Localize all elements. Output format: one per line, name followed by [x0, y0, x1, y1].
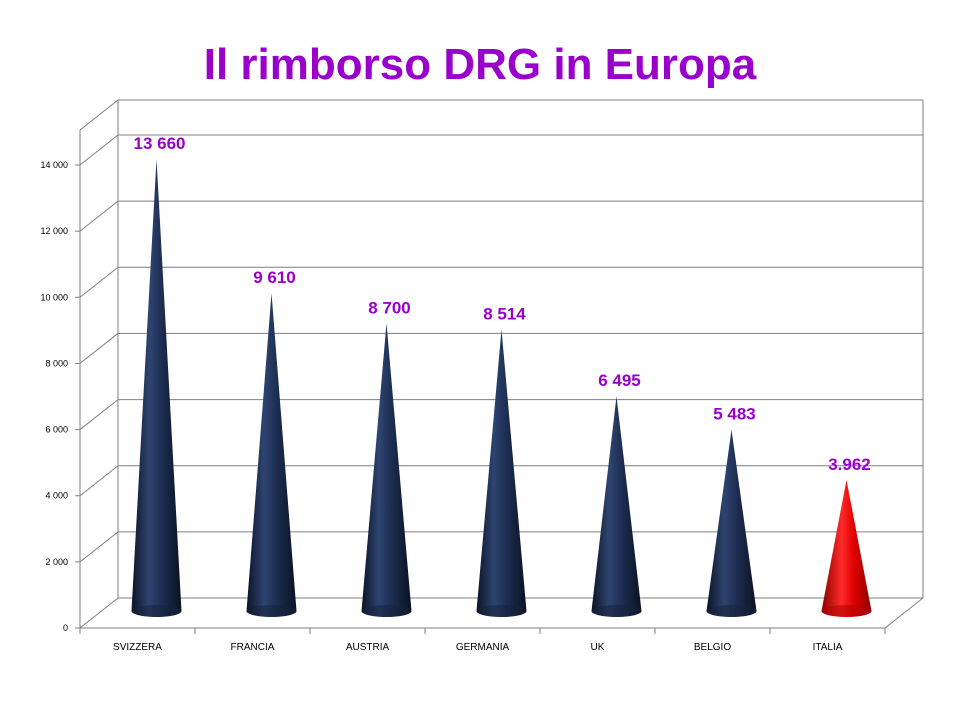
cone-bar — [821, 479, 872, 617]
x-category-label: GERMANIA — [456, 642, 510, 653]
x-category-label: UK — [591, 642, 605, 653]
data-label: 13 660 — [134, 134, 186, 153]
gridline — [75, 266, 923, 298]
y-tick-label: 10 000 — [40, 292, 68, 302]
y-tick-label: 0 — [63, 623, 68, 633]
cone-body — [591, 396, 642, 617]
cone-base — [131, 605, 182, 617]
data-label: 8 514 — [483, 304, 526, 323]
y-tick-label: 14 000 — [40, 160, 68, 170]
data-label: 5 483 — [713, 405, 756, 424]
data-label: 6 495 — [598, 371, 641, 390]
cone-body — [706, 429, 757, 617]
gridline — [75, 531, 923, 563]
data-label: 9 610 — [253, 268, 296, 287]
cone-base — [361, 605, 412, 617]
gridline — [75, 332, 923, 364]
data-label: 8 700 — [368, 298, 411, 317]
cone-body — [246, 293, 297, 617]
cone-base — [476, 605, 527, 617]
x-category-label: ITALIA — [813, 642, 843, 653]
cone-base — [706, 605, 757, 617]
x-category-label: SVIZZERA — [113, 642, 162, 653]
cone-bar — [591, 396, 642, 617]
gridline — [75, 399, 923, 431]
cone-base — [591, 605, 642, 617]
gridline — [75, 134, 923, 166]
cone-bar — [706, 429, 757, 617]
y-tick-label: 4 000 — [45, 491, 68, 501]
cone-body — [361, 323, 412, 617]
data-label: 3.962 — [828, 455, 871, 474]
x-category-label: BELGIO — [694, 642, 731, 653]
x-category-label: FRANCIA — [231, 642, 275, 653]
cone-body — [821, 479, 872, 617]
gridline — [75, 465, 923, 497]
y-tick-label: 12 000 — [40, 226, 68, 236]
cone-base — [821, 605, 872, 617]
y-tick-label: 8 000 — [45, 358, 68, 368]
cone-body — [131, 159, 182, 617]
cone-bar — [131, 159, 182, 617]
cone-body — [476, 329, 527, 617]
top-left-depth-edge — [79, 99, 119, 131]
y-tick-label: 2 000 — [45, 557, 68, 567]
slide-title: Il rimborso DRG in Europa — [203, 40, 757, 89]
gridline — [75, 200, 923, 232]
y-tick-label: 6 000 — [45, 425, 68, 435]
x-category-label: AUSTRIA — [346, 642, 390, 653]
cone-bar — [476, 329, 527, 617]
cone-bar — [246, 293, 297, 617]
cone-base — [246, 605, 297, 617]
cone-bar — [361, 323, 412, 617]
